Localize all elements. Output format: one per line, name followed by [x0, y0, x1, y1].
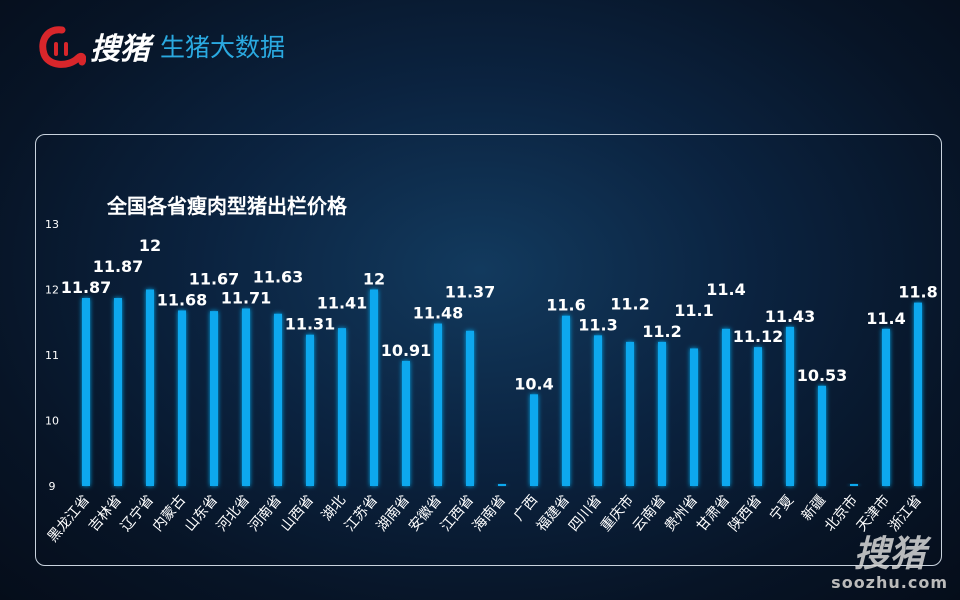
y-tick-label: 11: [45, 349, 59, 362]
watermark-url: soozhu.com: [831, 573, 948, 592]
bar: [498, 484, 506, 486]
x-tick-label: 吉林省: [86, 492, 125, 534]
data-label: 11.1: [674, 301, 713, 320]
bar: [434, 323, 442, 486]
data-label: 11.41: [317, 294, 368, 313]
data-label: 11.48: [413, 304, 464, 323]
chart-panel: [35, 134, 942, 566]
logo-subtitle: 生猪大数据: [160, 33, 286, 62]
x-tick-label: 云南省: [630, 492, 669, 534]
x-tick-label: 黑龙江省: [45, 492, 93, 545]
bar: [242, 308, 250, 486]
data-label: 11.37: [445, 283, 496, 302]
bar: [466, 330, 474, 486]
bar: [274, 313, 282, 486]
data-label: 10.4: [514, 374, 553, 393]
x-tick-label: 山西省: [278, 492, 317, 534]
data-label: 10.91: [381, 341, 432, 360]
x-tick-label: 内蒙古: [150, 492, 189, 534]
data-label: 11.2: [610, 294, 649, 313]
data-label: 11.2: [642, 322, 681, 341]
bar: [530, 394, 538, 486]
x-tick-label: 山东省: [182, 492, 221, 534]
bar: [402, 360, 410, 486]
x-tick-label: 广西: [511, 492, 541, 524]
data-label: 11.4: [866, 309, 905, 328]
data-label: 11.4: [706, 280, 745, 299]
bar: [82, 298, 90, 486]
bar: [146, 289, 154, 486]
x-tick-label: 福建省: [534, 492, 573, 534]
bar: [658, 341, 666, 486]
x-tick-label: 河南省: [246, 492, 285, 534]
bar: [786, 326, 794, 486]
x-tick-label: 甘肃省: [694, 492, 733, 534]
y-tick-label: 13: [45, 218, 59, 231]
data-label: 11.8: [898, 283, 937, 302]
x-tick-label: 湖北: [319, 492, 349, 524]
x-tick-label: 新疆: [799, 492, 829, 524]
x-tick-label: 陕西省: [726, 492, 765, 534]
x-tick-label: 江西省: [438, 492, 477, 534]
bar: [178, 310, 186, 486]
bar: [338, 328, 346, 486]
data-label: 11.12: [733, 327, 784, 346]
bar: [722, 328, 730, 486]
data-label: 11.6: [546, 296, 585, 315]
bar: [882, 328, 890, 486]
data-label: 11.3: [578, 315, 617, 334]
bar: [594, 335, 602, 486]
x-tick-label: 湖南省: [374, 492, 413, 534]
watermark-brand: 搜猪: [853, 533, 926, 575]
bar: [370, 289, 378, 486]
x-tick-label: 河北省: [214, 492, 253, 534]
data-label: 11.68: [157, 290, 208, 309]
x-tick-label: 宁夏: [766, 492, 797, 524]
chart-title: 全国各省瘦肉型猪出栏价格: [107, 194, 347, 218]
x-tick-label: 四川省: [566, 492, 605, 534]
data-label: 11.71: [221, 288, 272, 307]
x-tick-label: 海南省: [470, 492, 509, 534]
x-tick-label: 贵州省: [662, 492, 701, 534]
bar: [914, 302, 922, 486]
bar: [690, 348, 698, 486]
x-tick-label: 辽宁省: [117, 492, 157, 535]
logo-mark-icon: [38, 24, 86, 68]
data-label: 12: [139, 236, 161, 255]
y-tick-label: 9: [49, 480, 56, 493]
data-label: 11.87: [93, 257, 144, 276]
bar: [306, 334, 314, 486]
x-tick-label: 重庆市: [597, 492, 637, 535]
data-label: 11.63: [253, 267, 304, 286]
logo-brand: 搜猪: [90, 32, 150, 67]
data-label: 11.31: [285, 315, 336, 334]
bar: [850, 484, 858, 486]
watermark: 搜猪 soozhu.com: [831, 525, 948, 592]
data-label: 11.67: [189, 269, 240, 288]
bar: [626, 341, 634, 486]
bar: [562, 315, 570, 486]
y-tick-label: 12: [45, 284, 59, 297]
y-tick-label: 10: [45, 415, 59, 428]
data-label: 10.53: [797, 366, 848, 385]
bar: [818, 385, 826, 486]
data-label: 11.43: [765, 307, 816, 326]
x-tick-label: 江苏省: [342, 492, 381, 534]
bar: [114, 298, 122, 486]
x-tick-label: 安徽省: [406, 492, 445, 534]
bar: [754, 347, 762, 486]
bar: [210, 311, 218, 486]
logo: 搜猪 生猪大数据: [38, 24, 285, 68]
data-label: 11.87: [61, 278, 112, 297]
data-label: 12: [363, 270, 385, 289]
